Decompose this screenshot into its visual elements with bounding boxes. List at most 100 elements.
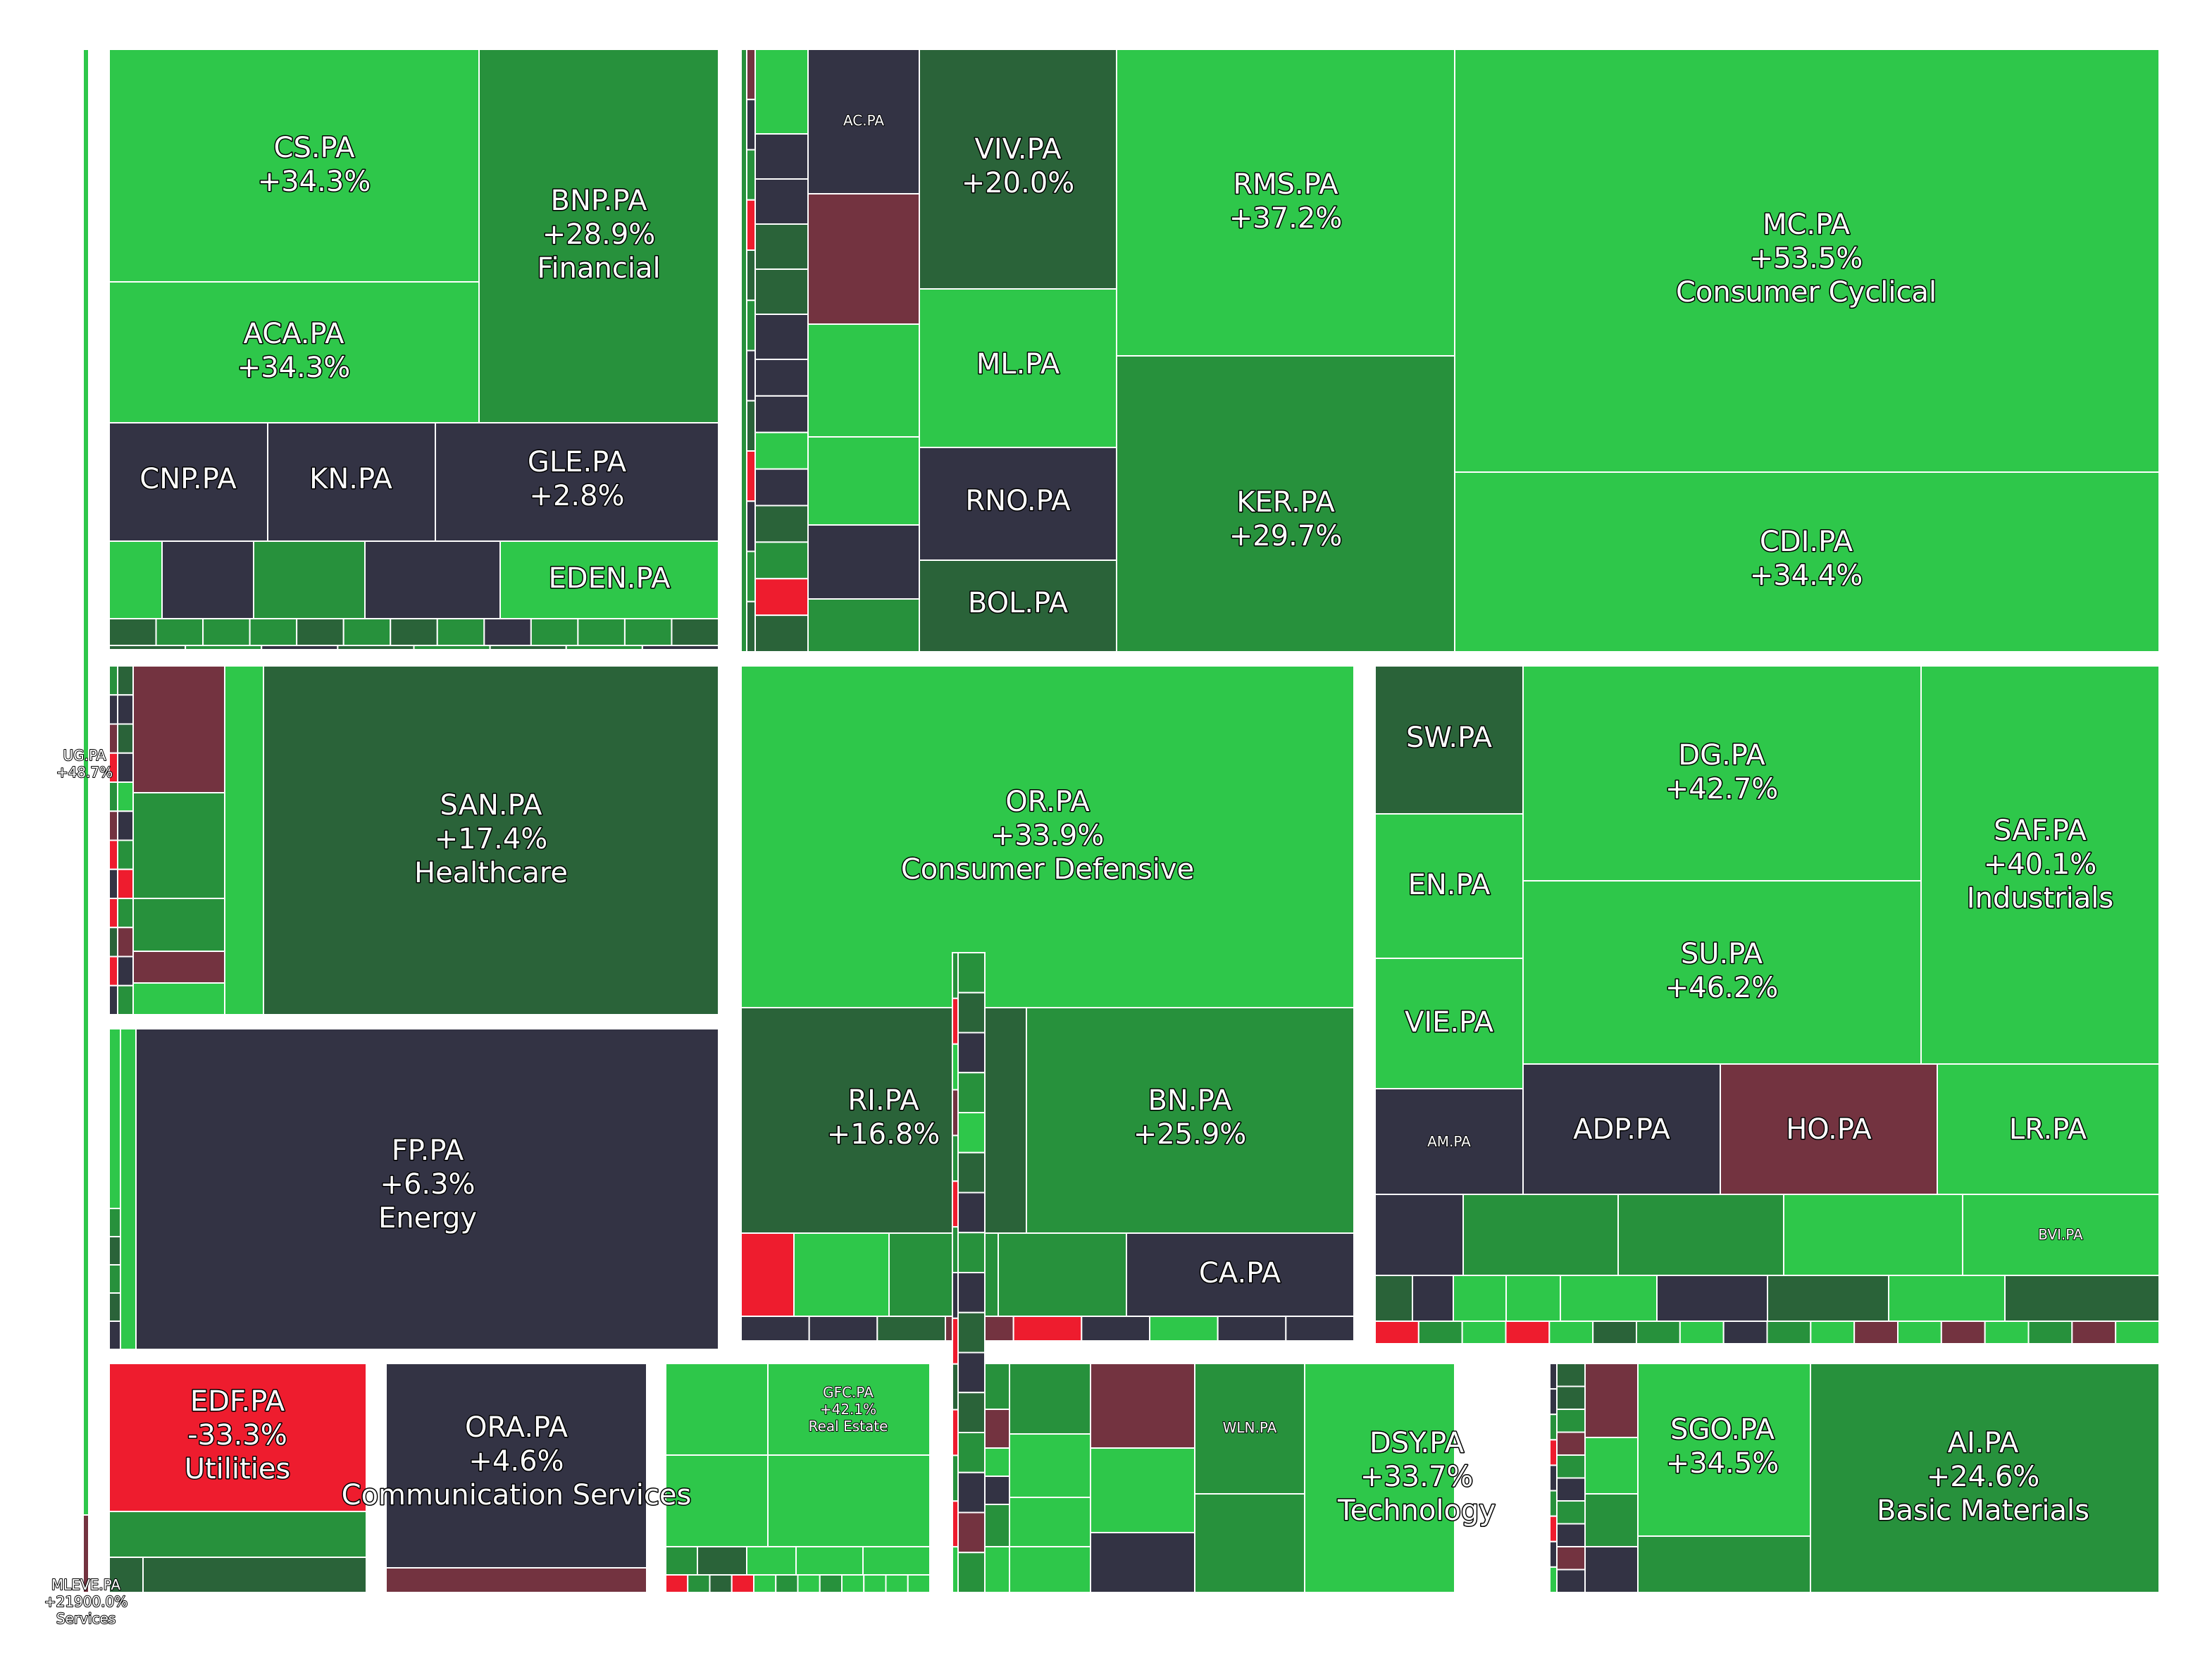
small-stock-tile — [754, 541, 809, 580]
ca-pa-ticker: CA.PA — [1199, 1257, 1281, 1289]
treemap-tile — [253, 540, 366, 619]
treemap-tile — [1783, 1194, 1963, 1276]
small-stock-tile — [1853, 1320, 1899, 1344]
treemap-tile — [1637, 1535, 1811, 1593]
bvi-pa-tile — [1962, 1194, 2160, 1276]
treemap-tile — [1374, 1194, 1464, 1276]
small-stock-tile — [952, 1089, 959, 1137]
aca-pa-change: +34.3% — [237, 352, 351, 384]
kn-pa-tile — [267, 422, 436, 542]
small-stock-tile — [202, 618, 251, 646]
small-stock-tile — [1556, 1454, 1586, 1479]
small-stock-tile — [108, 927, 118, 958]
small-stock-tile — [641, 645, 719, 650]
ri-pa-change: +16.8% — [827, 1118, 940, 1151]
treemap-tile — [1767, 1275, 1889, 1322]
treemap-tile — [1560, 1275, 1658, 1322]
ho-pa-ticker: HO.PA — [1786, 1113, 1872, 1146]
small-stock-tile — [261, 645, 339, 650]
small-stock-tile — [709, 1574, 733, 1593]
treemap-tile — [740, 1232, 795, 1317]
eden-pa-tile — [499, 540, 719, 619]
services-tile — [82, 49, 89, 1593]
adp-pa-ticker: ADP.PA — [1573, 1113, 1670, 1146]
treemap-tile — [793, 1232, 890, 1317]
small-stock-tile — [1012, 1316, 1083, 1342]
saf-pa-sector-label: Industrials — [1967, 882, 2113, 915]
small-stock-tile — [108, 868, 118, 899]
vie-pa-ticker: VIE.PA — [1405, 1006, 1494, 1039]
small-stock-tile — [108, 810, 118, 841]
dg-pa-ticker: DG.PA — [1678, 739, 1765, 772]
small-stock-tile — [746, 249, 756, 302]
small-stock-tile — [775, 1574, 799, 1593]
small-stock-tile — [746, 400, 756, 452]
small-stock-tile — [117, 723, 134, 754]
bol-pa-tile — [919, 559, 1117, 652]
gle-pa-tile — [435, 422, 719, 542]
small-stock-tile — [746, 149, 756, 201]
ai-pa-change: +24.6% — [1927, 1461, 2040, 1493]
treemap-tile — [1090, 1532, 1195, 1593]
small-stock-tile — [952, 1363, 959, 1411]
fp-pa-ticker: FP.PA — [392, 1134, 464, 1167]
treemap-tile — [984, 1546, 1010, 1593]
mleve-pa-ticker: MLEVE.PA — [51, 1576, 120, 1593]
gle-pa-ticker: GLE.PA — [528, 446, 627, 478]
or-pa-ticker: OR.PA — [1005, 786, 1090, 818]
small-stock-tile — [754, 395, 809, 433]
rms-pa-ticker: RMS.PA — [1233, 168, 1338, 201]
san-pa-ticker: SAN.PA — [440, 789, 542, 822]
kn-pa-ticker: KN.PA — [309, 463, 392, 495]
small-stock-tile — [108, 839, 118, 870]
eden-pa-ticker: EDEN.PA — [549, 562, 671, 595]
services-tile — [82, 1514, 89, 1593]
small-stock-tile — [2027, 1320, 2073, 1344]
small-stock-tile — [2115, 1320, 2161, 1344]
gle-pa-change: +2.8% — [529, 480, 624, 512]
treemap-tile — [984, 1363, 1010, 1410]
small-stock-tile — [1217, 1316, 1287, 1342]
treemap-tile — [142, 1557, 367, 1593]
cs-pa-ticker: CS.PA — [274, 132, 356, 164]
bnp-pa-sector-label: Financial — [537, 252, 660, 285]
small-stock-tile — [296, 618, 344, 646]
ora-pa-sector-label: Communication Services — [342, 1479, 692, 1511]
sgo-pa-ticker: SGO.PA — [1670, 1414, 1775, 1446]
am-pa-ticker: AM.PA — [1427, 1133, 1471, 1150]
su-pa-tile — [1522, 880, 1922, 1065]
small-stock-tile — [885, 1574, 909, 1593]
ug-pa-change: +48.7% — [56, 764, 113, 781]
adp-pa-tile — [1522, 1063, 1721, 1195]
rno-pa-tile — [919, 447, 1117, 561]
fp-pa-change: +6.3% — [380, 1168, 475, 1201]
small-stock-tile — [1984, 1320, 2030, 1344]
san-pa-change: +17.4% — [435, 823, 548, 855]
small-stock-tile — [952, 1180, 959, 1228]
or-pa-tile — [740, 665, 1355, 1008]
sgo-pa-change: +34.5% — [1666, 1447, 1779, 1480]
small-stock-tile — [957, 1032, 986, 1074]
treemap-tile — [364, 540, 501, 619]
treemap-tile — [1374, 1275, 1413, 1322]
small-stock-tile — [1556, 1431, 1586, 1456]
small-stock-tile — [342, 618, 392, 646]
small-stock-tile — [1556, 1477, 1586, 1502]
small-stock-tile — [117, 752, 134, 783]
small-stock-tile — [108, 1320, 121, 1350]
small-stock-tile — [952, 1043, 959, 1091]
small-stock-tile — [108, 1264, 121, 1294]
su-pa-ticker: SU.PA — [1681, 938, 1763, 970]
small-stock-tile — [117, 781, 134, 812]
viv-pa-ticker: VIV.PA — [974, 133, 1062, 166]
cnp-pa-ticker: CNP.PA — [139, 463, 237, 495]
viv-pa-tile — [919, 49, 1117, 290]
small-stock-tile — [957, 991, 986, 1034]
small-stock-tile — [1766, 1320, 1812, 1344]
small-stock-tile — [957, 1511, 986, 1554]
small-stock-tile — [1556, 1409, 1586, 1433]
fp-pa-tile — [135, 1028, 719, 1350]
rms-pa-tile — [1116, 49, 1455, 357]
treemap-tile — [1505, 1275, 1561, 1322]
treemap-tile — [1617, 1194, 1784, 1276]
